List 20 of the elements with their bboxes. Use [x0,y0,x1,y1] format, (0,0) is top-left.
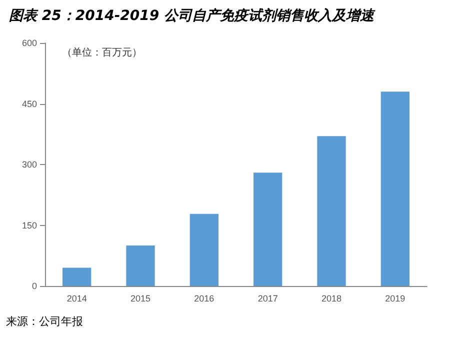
x-tick-label: 2019 [385,294,406,304]
x-tick-label: 2017 [258,294,278,304]
y-tick-label: 600 [22,38,37,48]
x-tick-label: 2018 [321,294,342,304]
x-tick-label: 2014 [66,294,87,304]
x-tick-label: 2015 [130,294,151,304]
bar [254,172,282,286]
bar [62,268,92,286]
y-tick-label: 0 [32,281,37,291]
bar [380,92,410,286]
bar [317,136,346,286]
y-tick-label: 450 [22,98,37,109]
chart-title: 图表 25：2014-2019 公司自产免疫试剂销售收入及增速 [9,7,376,24]
source-note: 来源：公司年报 [6,315,83,328]
annotation: （单位：百万元） [62,46,142,58]
bar [126,246,155,286]
y-tick-label: 300 [22,160,37,170]
bar [190,214,218,286]
x-tick-label: 2016 [194,294,214,304]
y-tick-label: 150 [22,220,37,230]
